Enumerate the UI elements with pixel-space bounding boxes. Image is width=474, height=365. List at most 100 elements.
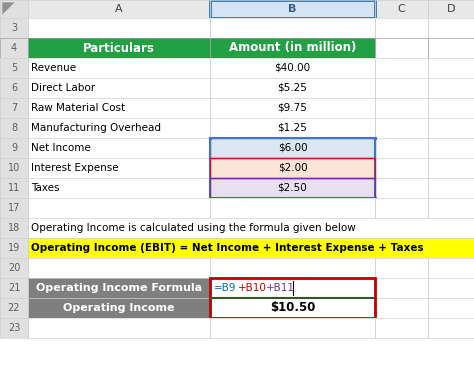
Bar xyxy=(428,278,474,298)
Bar xyxy=(0,198,28,218)
Bar xyxy=(428,198,474,218)
Text: +B10: +B10 xyxy=(238,283,267,293)
Bar xyxy=(210,318,375,338)
Bar xyxy=(210,178,375,198)
Bar xyxy=(375,118,428,138)
Bar xyxy=(375,178,428,198)
Text: $40.00: $40.00 xyxy=(274,63,310,73)
Bar xyxy=(210,18,375,38)
Bar xyxy=(0,138,28,158)
Text: 6: 6 xyxy=(11,83,17,93)
Bar xyxy=(28,98,210,118)
Bar xyxy=(28,198,210,218)
Bar xyxy=(28,58,210,78)
Bar xyxy=(210,278,375,298)
Bar xyxy=(375,78,428,98)
Bar xyxy=(428,98,474,118)
Bar xyxy=(375,0,428,18)
Bar xyxy=(210,258,375,278)
Bar xyxy=(375,0,428,18)
Bar xyxy=(375,278,428,298)
Bar xyxy=(28,238,474,258)
Bar xyxy=(0,158,28,178)
Bar xyxy=(210,298,375,318)
Text: $2.00: $2.00 xyxy=(278,163,307,173)
Bar xyxy=(428,318,474,338)
Text: 4: 4 xyxy=(11,43,17,53)
Bar xyxy=(28,258,210,278)
Bar xyxy=(28,158,210,178)
Bar xyxy=(28,278,210,298)
Text: 9: 9 xyxy=(11,143,17,153)
Text: $2.50: $2.50 xyxy=(278,183,307,193)
Bar xyxy=(428,38,474,58)
Bar xyxy=(0,0,28,18)
Text: 5: 5 xyxy=(11,63,17,73)
Bar xyxy=(0,38,28,58)
Bar xyxy=(0,58,28,78)
Text: $5.25: $5.25 xyxy=(278,83,308,93)
Bar xyxy=(428,298,474,318)
Bar xyxy=(210,138,375,158)
Text: $10.50: $10.50 xyxy=(270,301,315,315)
Bar xyxy=(375,158,428,178)
Bar xyxy=(0,238,28,258)
Text: 8: 8 xyxy=(11,123,17,133)
Bar xyxy=(375,198,428,218)
Bar xyxy=(0,218,28,238)
Text: Raw Material Cost: Raw Material Cost xyxy=(31,103,125,113)
Bar xyxy=(210,0,375,18)
Bar xyxy=(0,118,28,138)
Bar xyxy=(375,98,428,118)
Bar xyxy=(210,178,375,198)
Bar xyxy=(28,158,210,178)
Bar xyxy=(0,318,28,338)
Text: 18: 18 xyxy=(8,223,20,233)
Text: Operating Income (EBIT) = Net Income + Interest Expense + Taxes: Operating Income (EBIT) = Net Income + I… xyxy=(31,243,424,253)
Bar xyxy=(375,318,428,338)
Bar xyxy=(0,38,28,58)
Bar xyxy=(0,298,28,318)
Bar xyxy=(210,0,375,18)
Bar xyxy=(428,258,474,278)
Text: Interest Expense: Interest Expense xyxy=(31,163,118,173)
Bar xyxy=(0,138,28,158)
Bar xyxy=(428,78,474,98)
Bar xyxy=(428,0,474,18)
Bar xyxy=(0,78,28,98)
Text: 7: 7 xyxy=(11,103,17,113)
Bar xyxy=(375,178,428,198)
Bar xyxy=(28,138,210,158)
Bar xyxy=(428,298,474,318)
Bar xyxy=(28,258,210,278)
Text: Operating Income Formula: Operating Income Formula xyxy=(36,283,202,293)
Bar xyxy=(428,118,474,138)
Text: C: C xyxy=(398,4,405,14)
Bar xyxy=(28,298,210,318)
Bar xyxy=(0,218,28,238)
Bar xyxy=(0,58,28,78)
Bar xyxy=(0,98,28,118)
Bar xyxy=(428,138,474,158)
Bar xyxy=(28,18,210,38)
Bar xyxy=(210,58,375,78)
Bar xyxy=(375,138,428,158)
Bar xyxy=(428,18,474,38)
Bar xyxy=(0,318,28,338)
Bar xyxy=(28,218,474,238)
Bar xyxy=(0,298,28,318)
Bar xyxy=(210,178,375,198)
Bar xyxy=(28,178,210,198)
Bar xyxy=(375,158,428,178)
Text: 17: 17 xyxy=(8,203,20,213)
Bar xyxy=(210,118,375,138)
Bar xyxy=(375,278,428,298)
Bar xyxy=(28,238,474,258)
Bar xyxy=(375,58,428,78)
Bar xyxy=(428,178,474,198)
Bar xyxy=(375,298,428,318)
Bar xyxy=(28,0,210,18)
Bar xyxy=(428,318,474,338)
Text: 21: 21 xyxy=(8,283,20,293)
Bar xyxy=(28,58,210,78)
